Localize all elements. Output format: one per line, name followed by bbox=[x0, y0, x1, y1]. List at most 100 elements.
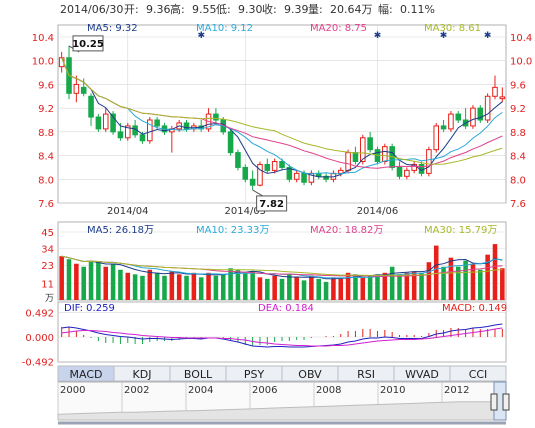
volume-bar bbox=[176, 274, 182, 300]
volume-bar bbox=[367, 275, 373, 300]
volume-bar bbox=[103, 266, 109, 300]
event-marker-icon: ✱ bbox=[374, 31, 382, 41]
candle-body bbox=[382, 146, 388, 163]
header-high: 9.55 bbox=[192, 3, 217, 16]
volume-bar bbox=[309, 275, 314, 300]
candle-body bbox=[477, 107, 484, 121]
timeline-year-label: 2010 bbox=[380, 385, 405, 396]
volume-bar bbox=[140, 275, 145, 300]
price-tick-right: 9.2 bbox=[510, 104, 526, 115]
price-ma10-line bbox=[61, 57, 503, 175]
candle-body bbox=[139, 134, 146, 142]
volume-bar bbox=[88, 260, 94, 300]
volume-legend-ma20: MA20: 18.82万 bbox=[310, 225, 383, 236]
candle-body bbox=[183, 122, 190, 130]
tab-macd-label[interactable]: MACD bbox=[70, 368, 103, 381]
volume-bar bbox=[162, 275, 167, 300]
volume-bar bbox=[331, 277, 336, 300]
header-date: 2014/06/30 bbox=[60, 3, 123, 16]
volume-tick: 45 bbox=[41, 228, 54, 239]
volume-bar bbox=[191, 272, 197, 300]
volume-bar bbox=[316, 278, 321, 300]
candle-body bbox=[227, 131, 234, 154]
candle-body bbox=[440, 125, 447, 130]
price-tick-right: 10.4 bbox=[510, 33, 532, 44]
volume-bar bbox=[360, 277, 366, 300]
volume-bar bbox=[485, 254, 490, 300]
candle-body bbox=[286, 166, 293, 180]
volume-bar bbox=[419, 272, 424, 300]
candle-body bbox=[448, 113, 454, 130]
candle-body bbox=[411, 163, 417, 171]
tab-rsi-label[interactable]: RSI bbox=[357, 368, 375, 381]
event-marker-icon: ✱ bbox=[197, 31, 205, 41]
timeline-left-handle[interactable] bbox=[490, 393, 498, 411]
candle-body bbox=[396, 166, 403, 177]
candle-body bbox=[147, 119, 153, 142]
candle-body bbox=[242, 166, 249, 180]
tab-boll-label[interactable]: BOLL bbox=[184, 368, 213, 381]
candle-body bbox=[264, 163, 271, 171]
macd-tick: 0.000 bbox=[25, 333, 54, 344]
candle-body bbox=[73, 83, 80, 94]
candle-body bbox=[80, 86, 87, 94]
price-ma5-line bbox=[61, 57, 503, 178]
volume-bar bbox=[397, 274, 402, 300]
high-price-label: 10.25 bbox=[72, 39, 104, 50]
tab-psy-label[interactable]: PSY bbox=[244, 368, 265, 381]
volume-bar bbox=[404, 272, 410, 300]
candle-body bbox=[213, 113, 219, 121]
timeline-right-handle[interactable] bbox=[502, 393, 510, 411]
volume-bar bbox=[228, 268, 233, 300]
volume-bar bbox=[455, 266, 461, 300]
candle-body bbox=[271, 161, 278, 171]
date-tick-label: 2014/05 bbox=[225, 206, 267, 217]
volume-bar bbox=[272, 275, 277, 300]
timeline-year-label: 2004 bbox=[188, 385, 213, 396]
volume-bar bbox=[353, 274, 358, 300]
volume-bar bbox=[323, 281, 329, 300]
volume-ma30-line bbox=[61, 255, 503, 276]
candle-body bbox=[154, 119, 160, 127]
macd-legend-dea: DEA: 0.184 bbox=[258, 303, 314, 314]
volume-bar bbox=[213, 275, 219, 300]
date-tick-label: 2014/04 bbox=[107, 206, 149, 217]
timeline-year-label: 2006 bbox=[252, 385, 277, 396]
volume-bar bbox=[96, 262, 101, 300]
volume-bar bbox=[118, 269, 123, 300]
volume-bar bbox=[147, 269, 153, 300]
date-tick-label: 2014/06 bbox=[357, 206, 399, 217]
volume-bar bbox=[81, 266, 86, 300]
volume-bar bbox=[411, 271, 417, 300]
timeline-year-label: 2000 bbox=[60, 385, 85, 396]
volume-bar bbox=[206, 272, 211, 300]
volume-bar bbox=[250, 271, 255, 300]
volume-bar bbox=[66, 259, 72, 300]
price-legend-ma30: MA30: 8.61 bbox=[424, 23, 481, 34]
volume-bar bbox=[235, 269, 241, 300]
candle-body bbox=[95, 116, 102, 130]
timeline-year-label: 2012 bbox=[444, 385, 469, 396]
price-tick-right: 8.4 bbox=[510, 152, 526, 163]
tab-kdj-label[interactable]: KDJ bbox=[133, 368, 152, 381]
candle-body bbox=[345, 152, 351, 171]
event-marker-icon: ✱ bbox=[440, 31, 448, 41]
volume-legend-ma30: MA30: 15.79万 bbox=[424, 225, 497, 236]
header-open: 9.36 bbox=[146, 3, 171, 16]
candle-body bbox=[257, 163, 263, 186]
tab-cci[interactable] bbox=[449, 365, 507, 382]
volume-bar bbox=[220, 274, 226, 300]
header-volume-label: 量: bbox=[308, 3, 323, 16]
candle-body bbox=[249, 178, 256, 186]
macd-tick: 0.492 bbox=[25, 308, 54, 319]
volume-bar bbox=[243, 272, 248, 300]
volume-bar bbox=[448, 257, 454, 300]
tab-obv-label[interactable]: OBV bbox=[298, 368, 322, 381]
annotation-box bbox=[256, 195, 288, 212]
volume-bar bbox=[345, 272, 351, 300]
macd-tick: -0.492 bbox=[22, 358, 54, 369]
candle-body bbox=[484, 95, 491, 121]
tab-wvad-label[interactable]: WVAD bbox=[405, 368, 439, 381]
tab-cci-label[interactable]: CCI bbox=[469, 368, 488, 381]
